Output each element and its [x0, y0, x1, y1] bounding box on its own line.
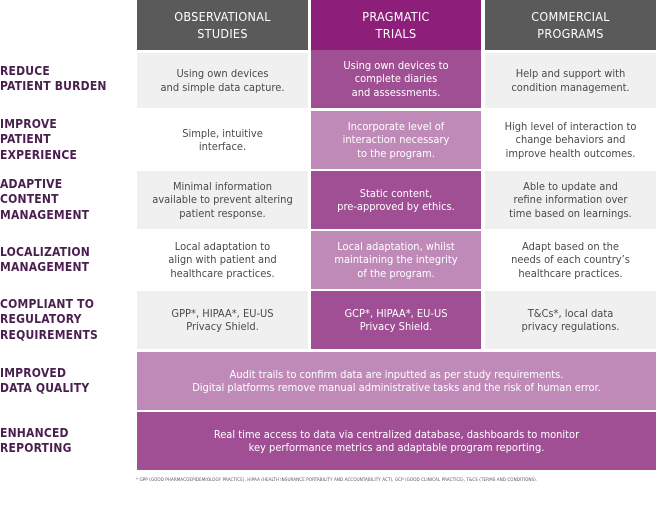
row-label-localization: LOCALIZATION MANAGEMENT [0, 244, 91, 275]
cell-observational-content: Minimal information available to prevent… [137, 171, 308, 229]
cell-enhanced-reporting: Real time access to data via centralized… [137, 412, 656, 470]
row-label-enhanced-reporting: ENHANCED REPORTING [0, 425, 72, 456]
cell-pragmatic-experience: Incorporate level of interaction necessa… [311, 111, 481, 169]
header-observational: OBSERVATIONAL STUDIES [137, 0, 308, 50]
cell-pragmatic-content: Static content, pre-approved by ethics. [311, 171, 481, 229]
cell-commercial-regulatory: T&Cs*, local data privacy regulations. [485, 291, 656, 349]
cell-commercial-content: Able to update and refine information ov… [485, 171, 656, 229]
row-label-patient-experience: IMPROVE PATIENT EXPERIENCE [0, 116, 78, 162]
cell-commercial-localization: Adapt based on the needs of each country… [485, 231, 656, 289]
row-label-reduce-burden: REDUCE PATIENT BURDEN [0, 63, 107, 94]
row-label-adaptive-content: ADAPTIVE CONTENT MANAGEMENT [0, 176, 90, 222]
cell-pragmatic-regulatory: GCP*, HIPAA*, EU-US Privacy Shield. [311, 291, 481, 349]
cell-pragmatic-burden: Using own devices to complete diaries an… [311, 50, 481, 108]
cell-pragmatic-localization: Local adaptation, whilst maintaining the… [311, 231, 481, 289]
cell-observational-burden: Using own devices and simple data captur… [137, 53, 308, 108]
cell-commercial-burden: Help and support with condition manageme… [485, 53, 656, 108]
cell-observational-regulatory: GPP*, HIPAA*, EU-US Privacy Shield. [137, 291, 308, 349]
header-commercial: COMMERCIAL PROGRAMS [485, 0, 656, 50]
header-pragmatic: PRAGMATIC TRIALS [311, 0, 481, 50]
row-label-data-quality: IMPROVED DATA QUALITY [0, 365, 90, 396]
footnote: * GPP (GOOD PHARMACOEPIDEMIOLOGY PRACTIC… [136, 478, 538, 483]
cell-observational-localization: Local adaptation to align with patient a… [137, 231, 308, 289]
cell-observational-experience: Simple, intuitive interface. [137, 111, 308, 169]
cell-commercial-experience: High level of interaction to change beha… [485, 111, 656, 169]
cell-data-quality: Audit trails to confirm data are inputte… [137, 352, 656, 410]
row-label-regulatory: COMPLIANT TO REGULATORY REQUIREMENTS [0, 296, 99, 342]
